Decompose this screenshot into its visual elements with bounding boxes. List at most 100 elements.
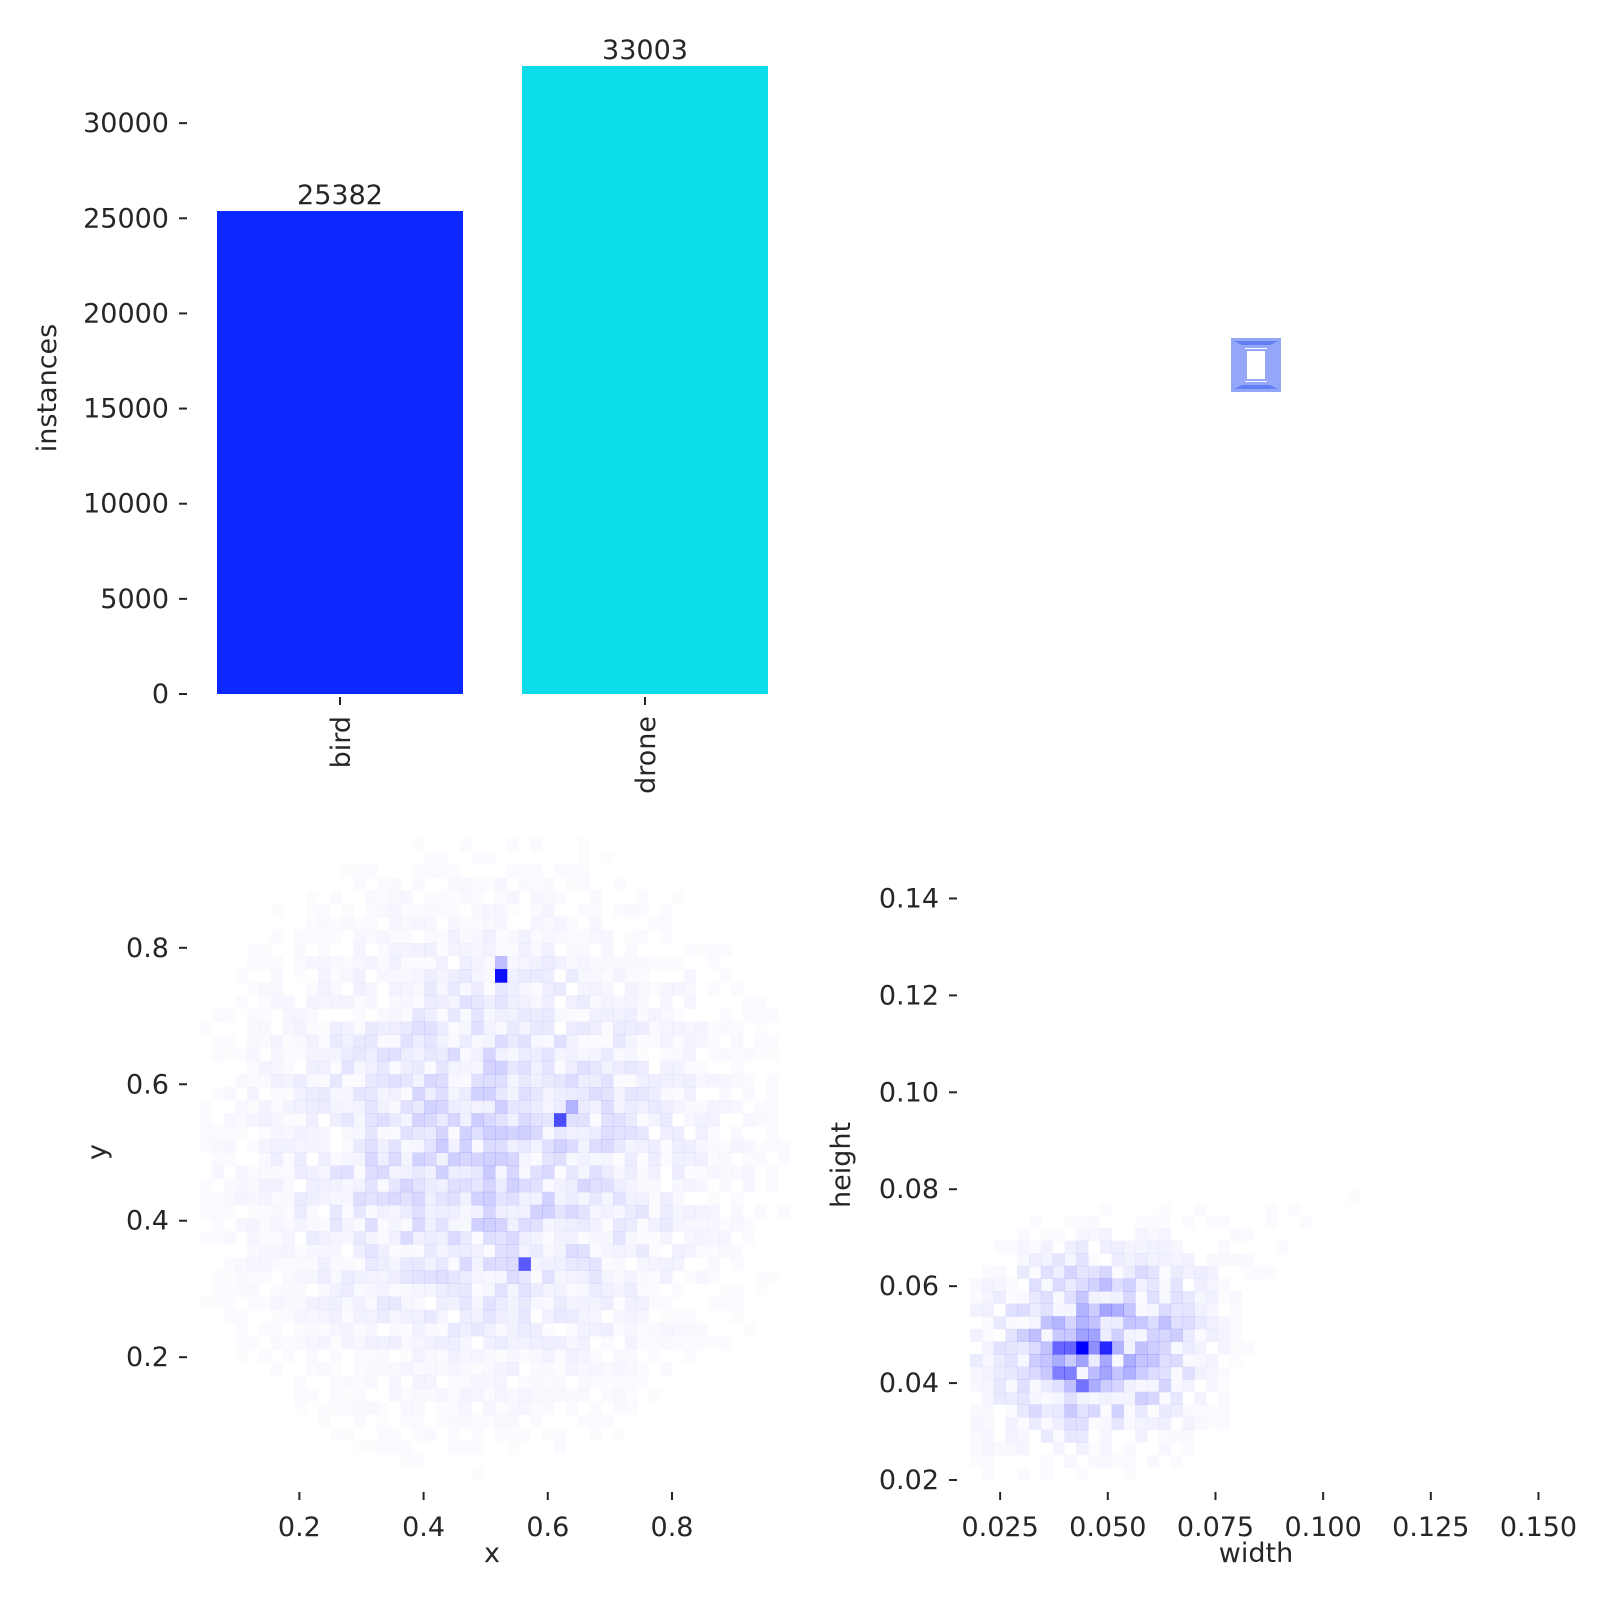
heatmap-cell [719, 1231, 731, 1245]
heatmap-cell [672, 1310, 684, 1324]
heatmap-cell [506, 1073, 520, 1088]
heatmap-cell [589, 1139, 602, 1153]
x-axis-label: x [484, 1538, 500, 1569]
heatmap-cell [424, 1139, 437, 1153]
heatmap-cell [1041, 1417, 1053, 1430]
heatmap-cell [613, 904, 625, 918]
heatmap-cell [342, 1126, 354, 1140]
heatmap-cell [554, 982, 567, 996]
heatmap-cell [224, 1284, 236, 1298]
heatmap-cell [648, 1100, 661, 1114]
heatmap-cell [518, 1270, 531, 1284]
heatmap-cell [483, 904, 495, 918]
heatmap-cell [212, 1153, 224, 1167]
heatmap-cell [1147, 1253, 1160, 1267]
heatmap-cell [400, 1073, 413, 1088]
heatmap-cell [1017, 1328, 1030, 1342]
heatmap-cell [1076, 1341, 1089, 1355]
heatmap-cell [1111, 1278, 1124, 1292]
heatmap-cell [483, 982, 495, 996]
heatmap-cell [696, 1035, 708, 1049]
heatmap-cell [283, 1153, 295, 1167]
heatmap-cell [448, 1126, 460, 1140]
heatmap-cell [271, 982, 283, 996]
heatmap-cell [270, 1034, 284, 1049]
heatmap-cell [495, 1309, 508, 1324]
heatmap-cell [377, 904, 389, 918]
heatmap-cell [1112, 1354, 1124, 1367]
heatmap-cell [1041, 1278, 1053, 1291]
heatmap-cell [660, 1153, 672, 1167]
heatmap-cell [212, 1297, 224, 1311]
heatmap-cell [731, 1244, 743, 1258]
heatmap-cell [318, 956, 330, 970]
heatmap-cell [365, 864, 377, 878]
heatmap-cell [566, 1336, 578, 1350]
heatmap-cell [707, 1257, 719, 1271]
heatmap-cell [507, 1401, 519, 1415]
heatmap-cell [235, 1323, 247, 1337]
heatmap-cell [306, 1310, 318, 1324]
heatmap-cell [530, 1362, 542, 1376]
heatmap-cell [683, 1244, 697, 1258]
heatmap-cell [1076, 1215, 1088, 1228]
heatmap-cell [1052, 1278, 1065, 1292]
heatmap-cell [613, 1205, 625, 1219]
heatmap-cell [613, 1218, 626, 1232]
heatmap-cell [1265, 1266, 1277, 1279]
heatmap-cell [637, 995, 649, 1009]
heatmap-cell [731, 1310, 743, 1324]
heatmap-cell [471, 1231, 483, 1245]
heatmap-cell [318, 1415, 330, 1429]
heatmap-cell [401, 1362, 413, 1376]
heatmap-cell [1040, 1316, 1054, 1330]
heatmap-cell [530, 1231, 543, 1245]
heatmap-cell [365, 1165, 378, 1180]
heatmap-cell [342, 1401, 354, 1415]
heatmap-cell [648, 1336, 660, 1350]
heatmap-cell [283, 1166, 295, 1180]
heatmap-cell [329, 1296, 343, 1311]
heatmap-cell [259, 1270, 271, 1284]
heatmap-cell [1088, 1442, 1100, 1455]
heatmap-cell [1029, 1417, 1042, 1431]
heatmap-cell [1064, 1240, 1077, 1254]
heatmap-cell [471, 1113, 484, 1127]
heatmap-cell [247, 1087, 260, 1101]
heatmap-cell [566, 956, 578, 970]
heatmap-cell [342, 904, 354, 918]
heatmap-cell [447, 1047, 461, 1062]
heatmap-cell [353, 917, 365, 931]
heatmap-cell [554, 1441, 566, 1455]
heatmap-cell [436, 904, 448, 918]
heatmap-cell [589, 1087, 602, 1101]
heatmap-cell [247, 1074, 259, 1088]
heatmap-cell [672, 1021, 685, 1036]
heatmap-cell [613, 1283, 626, 1298]
heatmap-cell [970, 1404, 982, 1417]
heatmap-cell [518, 1296, 531, 1311]
heatmap-cell [589, 1257, 602, 1271]
heatmap-cell [506, 1113, 520, 1127]
heatmap-cell [743, 1087, 755, 1101]
heatmap-cell [353, 969, 366, 983]
heatmap-cell [1218, 1341, 1230, 1354]
heatmap-cell [495, 1335, 508, 1350]
heatmap-cell [731, 1257, 743, 1271]
heatmap-cell [719, 1244, 731, 1258]
heatmap-cell [294, 1008, 306, 1022]
heatmap-cell [271, 1336, 283, 1350]
heatmap-cell [377, 956, 389, 970]
heatmap-cell [1182, 1442, 1194, 1455]
heatmap-cell [1076, 1391, 1089, 1405]
heatmap-cell [1135, 1253, 1148, 1267]
heatmap-cell [554, 1087, 567, 1101]
heatmap-cell [1005, 1391, 1018, 1405]
heatmap-cell [624, 1126, 638, 1140]
heatmap-cell [565, 1060, 579, 1075]
heatmap-cell [271, 995, 283, 1009]
heatmap-cell [224, 1139, 236, 1153]
heatmap-cell [436, 1270, 449, 1284]
box-overlay-panel [1231, 338, 1281, 392]
heatmap-cell [589, 1126, 602, 1140]
